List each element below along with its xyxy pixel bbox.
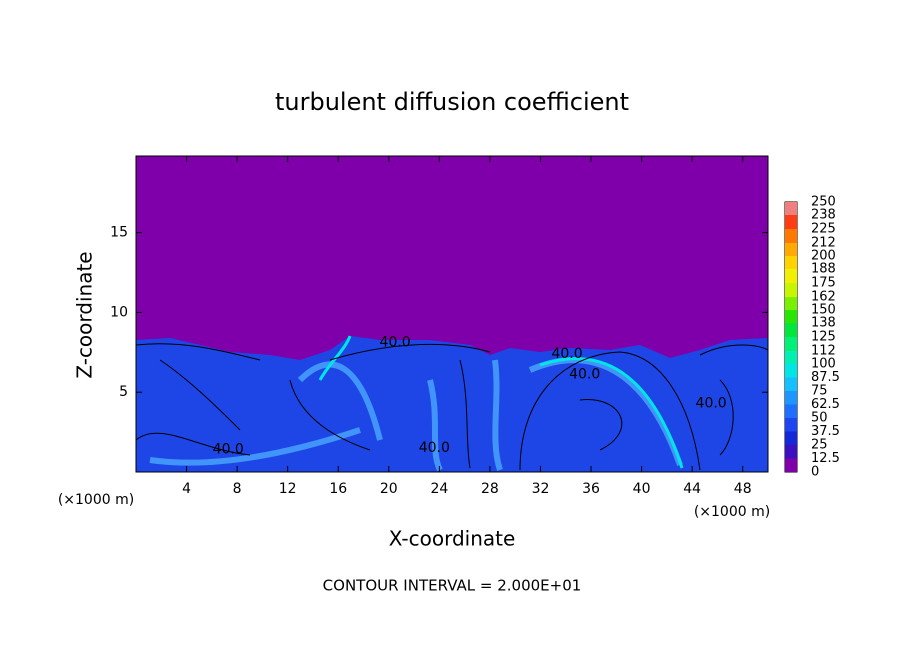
colorbar-label: 225: [811, 222, 836, 237]
contour-label: 40.0: [213, 442, 244, 458]
colorbar-segment: [785, 229, 797, 244]
colorbar-segment: [785, 214, 797, 229]
y-axis-label: Z-coordinate: [73, 251, 97, 378]
x-tick-label: 12: [279, 481, 297, 497]
colorbar-label: 188: [811, 261, 836, 276]
x-tick-label: 48: [734, 481, 752, 497]
colorbar-segment: [785, 268, 797, 283]
colorbar-segment: [785, 297, 797, 310]
colorbar-label: 150: [811, 303, 836, 318]
contour-lines: [135, 343, 769, 471]
contour-label: 40.0: [380, 335, 411, 351]
colorbar-label: 112: [811, 344, 836, 359]
colorbar-label: 125: [811, 330, 836, 345]
x-tick-label: 36: [582, 481, 600, 497]
plot-frame: [135, 155, 769, 473]
x-tick-label: 24: [430, 481, 448, 497]
field: [135, 156, 769, 472]
colorbar-label: 100: [811, 357, 836, 372]
contour-label: 40.0: [551, 346, 582, 362]
contour-label: 40.0: [419, 440, 450, 456]
colorbar-segment: [785, 418, 797, 432]
colorbar-segment: [785, 322, 797, 337]
colorbar-segment: [785, 431, 797, 445]
x-tick-label: 32: [532, 481, 550, 497]
colorbar-segment: [785, 364, 797, 378]
colorbar-label: 62.5: [811, 397, 840, 412]
colorbar-segment: [785, 458, 797, 472]
x-tick-label: 4: [182, 481, 191, 497]
colorbar-label: 162: [811, 290, 836, 305]
colorbar-label: 25: [811, 438, 828, 453]
colorbar-label: 37.5: [811, 424, 840, 439]
colorbar-label: 200: [811, 249, 836, 264]
colorbar-segment: [785, 256, 797, 269]
contour-label: 40.0: [569, 367, 600, 383]
contour-label: 40.0: [696, 395, 727, 411]
x-unit-right: (×1000 m): [694, 504, 770, 520]
x-tick-label: 40: [633, 481, 651, 497]
footer: CONTOUR INTERVAL = 2.000E+01: [323, 577, 582, 595]
x-unit-left: (×1000 m): [58, 492, 134, 508]
colorbar-segment: [785, 337, 797, 352]
colorbar-segment: [785, 243, 797, 256]
chart-title: turbulent diffusion coefficient: [275, 88, 629, 116]
colorbar-segment: [785, 445, 797, 459]
x-tick-label: 16: [329, 481, 347, 497]
colorbar-label: 212: [811, 236, 836, 251]
x-tick-label: 20: [380, 481, 398, 497]
colorbar-label: 75: [811, 384, 828, 399]
colorbar-segment: [785, 310, 797, 323]
colorbar-label: 12.5: [811, 451, 840, 466]
colorbar-label: 250: [811, 195, 836, 210]
field-streaks: [149, 357, 683, 472]
colorbar-label: 50: [811, 411, 828, 426]
colorbar-segment: [785, 283, 797, 298]
x-tick-label: 44: [683, 481, 701, 497]
colorbar-label: 138: [811, 315, 836, 330]
field-highlight: [318, 335, 684, 469]
colorbar-label: 87.5: [811, 370, 840, 385]
colorbar-segment: [785, 391, 797, 405]
x-tick-label: 28: [481, 481, 499, 497]
colorbar-segment: [785, 404, 797, 418]
x-axis-label: X-coordinate: [389, 527, 516, 551]
y-tick-label: 15: [110, 225, 128, 241]
colorbar-segment: [785, 377, 797, 391]
colorbar-segment: [785, 351, 797, 364]
y-tick-label: 5: [119, 384, 128, 400]
colorbar-segment: [785, 202, 797, 215]
colorbar-label: 0: [811, 465, 819, 480]
y-tick-label: 10: [110, 304, 128, 320]
x-tick-label: 8: [233, 481, 242, 497]
colorbar-label: 238: [811, 207, 836, 222]
colorbar-label: 175: [811, 276, 836, 291]
